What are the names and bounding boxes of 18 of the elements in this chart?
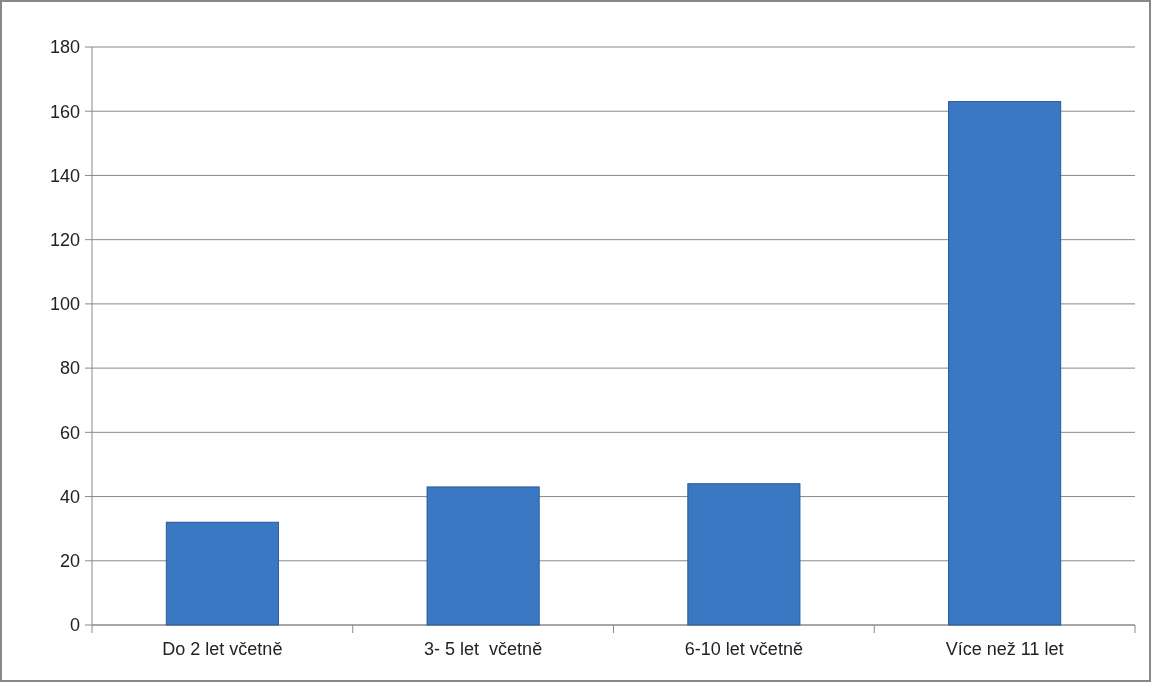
bar: [687, 483, 801, 626]
y-tick-label: 40: [59, 486, 80, 507]
y-tick-label: 0: [69, 615, 80, 636]
x-tick-label: 3- 5 let včetně: [424, 639, 543, 659]
y-tick-label: 80: [59, 358, 80, 379]
x-tick-label: 6-10 let včetně: [684, 639, 803, 659]
x-tick-label: Více než 11 let: [945, 639, 1064, 659]
y-tick-label: 120: [49, 229, 80, 250]
x-tick-label: Do 2 let včetně: [162, 639, 283, 659]
y-tick-label: 160: [49, 101, 80, 122]
y-tick-label: 140: [49, 165, 80, 186]
y-tick-label: 60: [59, 422, 80, 443]
bar: [165, 521, 279, 626]
bar: [426, 486, 540, 626]
bar: [948, 101, 1062, 626]
y-tick-label: 100: [49, 294, 80, 315]
y-tick-label: 180: [49, 37, 80, 58]
y-tick-label: 20: [59, 551, 80, 572]
